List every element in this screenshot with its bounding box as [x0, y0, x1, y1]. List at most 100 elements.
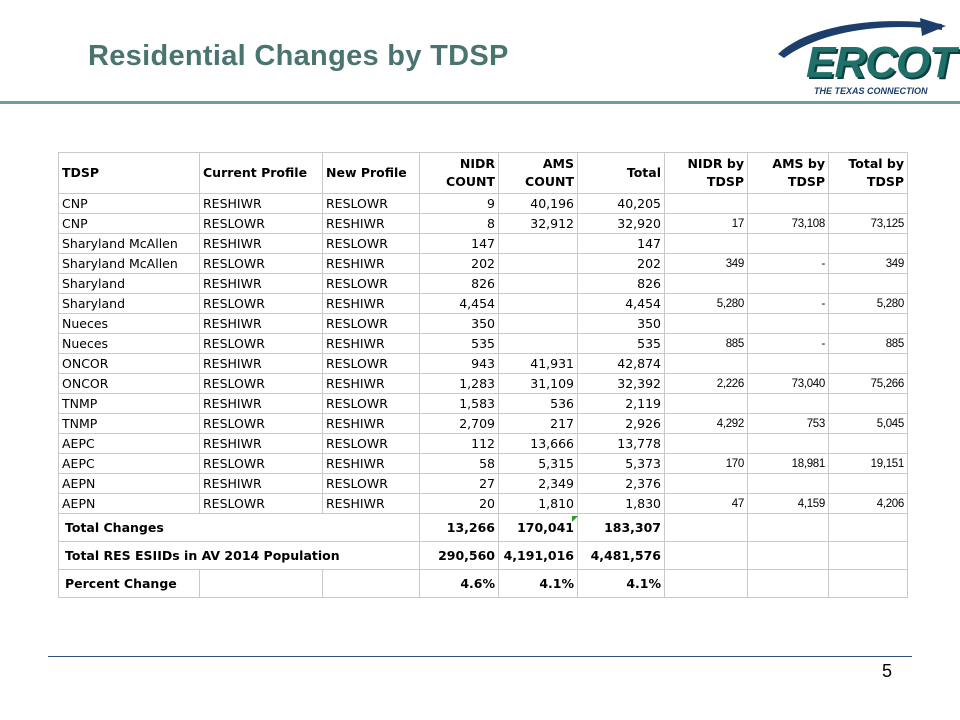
cell-ams-by-tdsp: 73,040	[747, 373, 829, 394]
cell-total: 4,454	[577, 293, 665, 314]
cell-ams-count: 32,912	[498, 213, 578, 234]
table-row: TNMP RESHIWR RESLOWR 1,583 536 2,119	[58, 393, 908, 414]
header-ams-line1: AMS	[542, 156, 574, 171]
header-new-profile: New Profile	[322, 152, 420, 194]
cell-nidr-by-tdsp: 4,292	[664, 413, 748, 434]
cell-current-profile: RESHIWR	[199, 353, 323, 374]
logo-wordmark: ERCOT	[806, 38, 956, 87]
header-ams-by-line1: AMS by	[772, 156, 825, 171]
cell-total: 32,920	[577, 213, 665, 234]
cell-nidr-count: 112	[419, 433, 499, 454]
cell-ams-count	[498, 293, 578, 314]
cell-new-profile: RESLOWR	[322, 433, 420, 454]
cell-ams-count: 2,349	[498, 473, 578, 494]
cell-new-profile: RESHIWR	[322, 413, 420, 434]
cell-ams-count: 13,666	[498, 433, 578, 454]
header-total-by-tdsp: Total by TDSP	[828, 152, 908, 194]
cell-new-profile: RESHIWR	[322, 293, 420, 314]
summary-row-total-changes: Total Changes 13,266 170,041 183,307	[58, 513, 908, 542]
cell-nidr-by-tdsp	[664, 233, 748, 254]
cell-total-by-tdsp: 4,206	[828, 493, 908, 514]
summary-nidr: 4.6%	[419, 569, 499, 598]
table-row: CNP RESLOWR RESHIWR 8 32,912 32,920 17 73,108 73…	[58, 213, 908, 234]
cell-current-profile: RESLOWR	[199, 413, 323, 434]
cell-total: 826	[577, 273, 665, 294]
cell-nidr-by-tdsp	[664, 273, 748, 294]
cell-nidr-by-tdsp	[664, 433, 748, 454]
cell-nidr-count: 943	[419, 353, 499, 374]
cell-ams-count: 40,196	[498, 193, 578, 214]
cell-ams-count: 536	[498, 393, 578, 414]
residential-changes-table: TDSP Current Profile New Profile NIDR CO…	[58, 152, 908, 598]
cell-tdsp: ONCOR	[58, 373, 200, 394]
cell-nidr-count: 535	[419, 333, 499, 354]
cell-ams-count	[498, 333, 578, 354]
header-tdsp: TDSP	[58, 152, 200, 194]
summary-label: Total RES ESIIDs in AV 2014 Population	[58, 541, 420, 570]
table-row: Sharyland McAllen RESLOWR RESHIWR 202 202 349…	[58, 253, 908, 274]
summary-total: 4,481,576	[577, 541, 665, 570]
cell-tdsp: ONCOR	[58, 353, 200, 374]
cell-total-by-tdsp	[828, 273, 908, 294]
summary-label: Percent Change	[58, 569, 200, 598]
table-row: TNMP RESLOWR RESHIWR 2,709 217 2,926 4,292 753 5…	[58, 413, 908, 434]
cell-nidr-count: 20	[419, 493, 499, 514]
cell-nidr-by-tdsp: 170	[664, 453, 748, 474]
cell-new-profile: RESHIWR	[322, 493, 420, 514]
cell-new-profile: RESLOWR	[322, 273, 420, 294]
summary-row-percent: Percent Change 4.6% 4.1% 4.1%	[58, 569, 908, 598]
table-row: Nueces RESLOWR RESHIWR 535 535 885-885	[58, 333, 908, 354]
cell-total: 535	[577, 333, 665, 354]
cell-total-by-tdsp: 73,125	[828, 213, 908, 234]
cell-nidr-by-tdsp	[664, 393, 748, 414]
cell-ams-count: 217	[498, 413, 578, 434]
cell-ams-count: 41,931	[498, 353, 578, 374]
cell-nidr-count: 826	[419, 273, 499, 294]
cell-total-by-tdsp	[828, 193, 908, 214]
cell-comment-marker-icon	[572, 516, 578, 522]
cell-current-profile: RESHIWR	[199, 193, 323, 214]
cell-current-profile: RESHIWR	[199, 433, 323, 454]
header-total-by-line1: Total by	[848, 156, 904, 171]
cell-ams-by-tdsp	[747, 393, 829, 414]
cell-total-by-tdsp	[828, 433, 908, 454]
cell-total-by-tdsp	[828, 393, 908, 414]
cell-ams-count: 5,315	[498, 453, 578, 474]
cell-tdsp: Nueces	[58, 313, 200, 334]
cell-current-profile: RESLOWR	[199, 333, 323, 354]
table-row: Sharyland McAllen RESHIWR RESLOWR 147 147	[58, 233, 908, 254]
cell-nidr-by-tdsp: 47	[664, 493, 748, 514]
table-row: AEPC RESLOWR RESHIWR 58 5,315 5,373 170 18,981 1…	[58, 453, 908, 474]
cell-tdsp: Sharyland McAllen	[58, 253, 200, 274]
cell-tdsp: Sharyland	[58, 293, 200, 314]
cell-current-profile: RESHIWR	[199, 393, 323, 414]
table-row: Nueces RESHIWR RESLOWR 350 350	[58, 313, 908, 334]
cell-nidr-by-tdsp: 349	[664, 253, 748, 274]
cell-ams-by-tdsp: 18,981	[747, 453, 829, 474]
table-row: Sharyland RESLOWR RESHIWR 4,454 4,454 5,280-5…	[58, 293, 908, 314]
summary-empty	[664, 541, 748, 570]
cell-nidr-by-tdsp	[664, 313, 748, 334]
cell-new-profile: RESHIWR	[322, 373, 420, 394]
cell-total-by-tdsp: 5,280	[828, 293, 908, 314]
cell-ams-count	[498, 273, 578, 294]
cell-tdsp: TNMP	[58, 413, 200, 434]
summary-empty	[664, 513, 748, 542]
header-ams-count: AMS COUNT	[498, 152, 578, 194]
summary-empty	[828, 569, 908, 598]
cell-nidr-count: 8	[419, 213, 499, 234]
cell-ams-by-tdsp	[747, 433, 829, 454]
cell-total: 42,874	[577, 353, 665, 374]
header-nidr-line2: COUNT	[446, 174, 495, 189]
header-nidr-by-line1: NIDR by	[687, 156, 744, 171]
cell-nidr-by-tdsp: 5,280	[664, 293, 748, 314]
cell-current-profile: RESHIWR	[199, 273, 323, 294]
header-ams-by-tdsp: AMS by TDSP	[747, 152, 829, 194]
cell-total: 1,830	[577, 493, 665, 514]
summary-ams: 170,041	[498, 513, 578, 542]
cell-current-profile: RESHIWR	[199, 473, 323, 494]
cell-current-profile: RESLOWR	[199, 253, 323, 274]
logo-tagline: THE TEXAS CONNECTION	[814, 86, 928, 96]
header-nidr-line1: NIDR	[459, 156, 495, 171]
cell-ams-by-tdsp: 753	[747, 413, 829, 434]
